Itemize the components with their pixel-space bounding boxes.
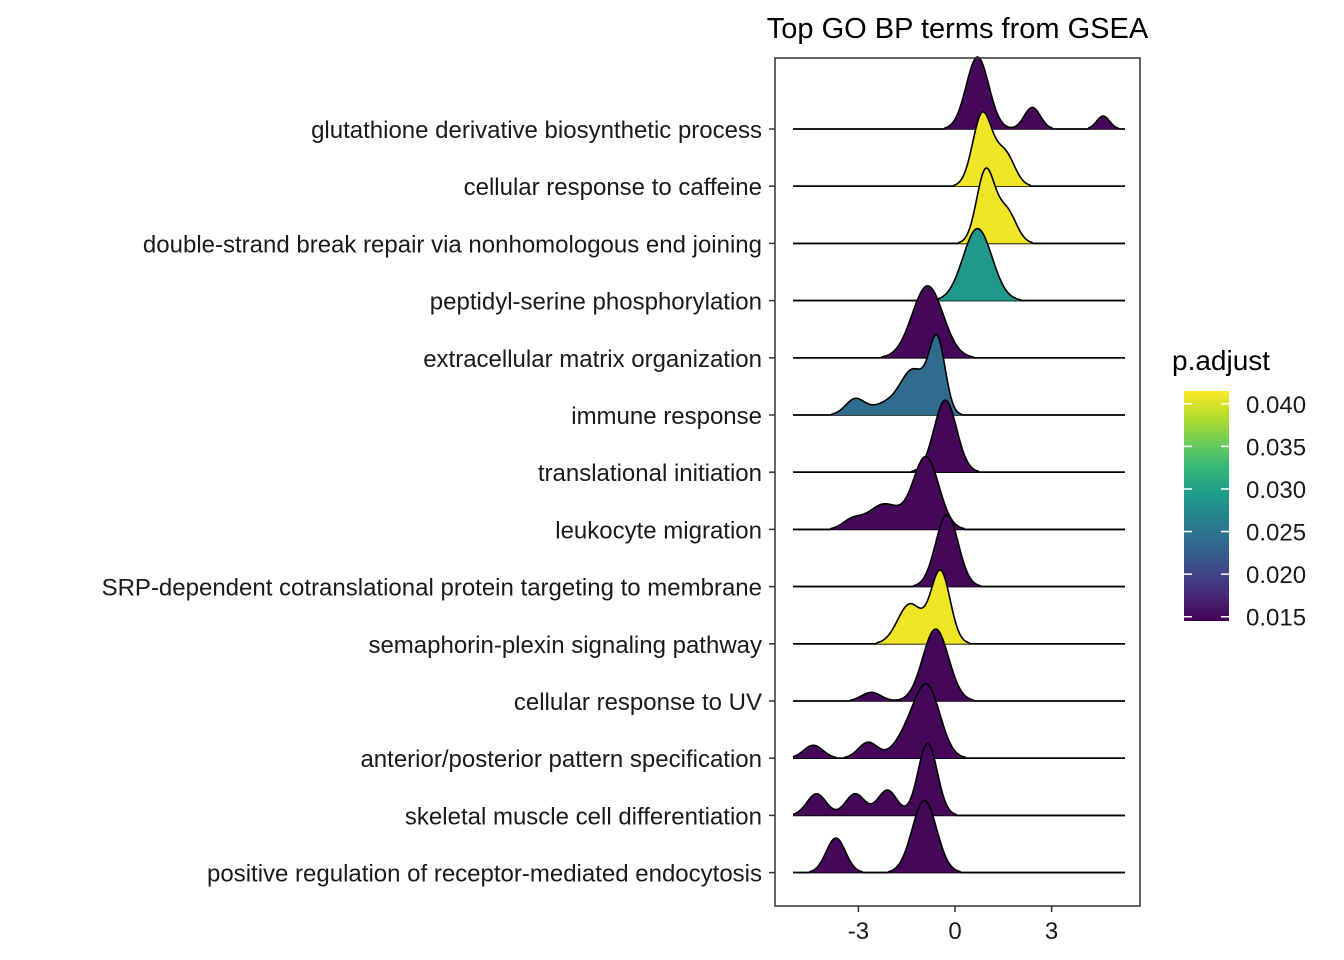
y-axis-labels: glutathione derivative biosynthetic proc… (102, 117, 775, 888)
ridge-2 (793, 167, 1125, 245)
ridge-outline (792, 742, 1125, 817)
ridge-3 (793, 227, 1125, 302)
color-legend: p.adjust 0.015 0.020 0.025 0.030 0.035 0.040 (1172, 345, 1306, 632)
y-tick-label: translational initiation (538, 460, 762, 487)
ridge-outline (793, 56, 1125, 130)
ridges-layer (792, 56, 1125, 874)
legend-title: p.adjust (1172, 345, 1270, 376)
x-tick-label: 0 (948, 918, 961, 945)
ridge-outline (793, 569, 1125, 645)
legend-tick-label: 0.025 (1246, 520, 1306, 547)
y-tick-label: cellular response to caffeine (464, 174, 762, 201)
ridge-8 (793, 513, 1125, 588)
ridge-12 (792, 742, 1125, 817)
y-tick-label: extracellular matrix organization (423, 346, 762, 373)
y-tick-label: leukocyte migration (555, 517, 762, 544)
y-tick-label: skeletal muscle cell differentiation (405, 803, 762, 830)
x-tick-label: 3 (1045, 918, 1058, 945)
y-tick-label: cellular response to UV (514, 689, 762, 716)
ridge-outline (793, 399, 1125, 473)
ridge-7 (793, 455, 1125, 531)
ridge-0 (793, 56, 1125, 130)
ridge-fill (877, 569, 969, 644)
ridge-fill (912, 400, 978, 473)
ridge-fill (810, 800, 960, 873)
ridge-6 (793, 399, 1125, 474)
ridge-outline (793, 227, 1125, 302)
legend-tick-label: 0.020 (1246, 562, 1306, 589)
ridge-9 (793, 569, 1125, 645)
y-tick-label: glutathione derivative biosynthetic proc… (311, 117, 762, 144)
ridge-fill (882, 285, 973, 358)
y-tick-label: SRP-dependent cotranslational protein ta… (102, 575, 762, 602)
ridge-fill (914, 514, 980, 587)
ridge-outline (793, 628, 1125, 702)
ridge-4 (793, 285, 1125, 359)
ridge-fill (959, 168, 1032, 244)
y-tick-label: positive regulation of receptor-mediated… (207, 861, 762, 888)
ridge-outline (793, 167, 1125, 245)
ridge-outline (793, 333, 1125, 416)
ridge-outline (793, 455, 1125, 531)
plot-panel (774, 57, 1141, 907)
y-tick-label: anterior/posterior pattern specification (360, 746, 762, 773)
ridge-1 (793, 111, 1125, 187)
y-tick-label: peptidyl-serine phosphorylation (430, 289, 762, 316)
ridge-fill (831, 456, 964, 530)
y-tick-label: semaphorin-plexin signaling pathway (368, 632, 762, 659)
legend-tick-label: 0.030 (1246, 477, 1306, 504)
ridge-fill (851, 629, 973, 701)
ridge-11 (792, 682, 1125, 760)
ridge-fill (935, 228, 1020, 301)
legend-tick-label: 0.015 (1246, 605, 1306, 632)
ridge-fill (945, 57, 1118, 130)
ridge-5 (793, 333, 1125, 416)
ridge-outline (792, 682, 1125, 759)
ridge-outline (793, 285, 1125, 359)
ridge-fill (954, 111, 1030, 187)
ridge-13 (793, 799, 1125, 874)
ridge-outline (793, 111, 1125, 187)
ridge-outline (793, 513, 1125, 588)
legend-colorbar (1184, 391, 1229, 621)
chart-title: Top GO BP terms from GSEA (767, 13, 1149, 45)
x-tick-label: -3 (848, 918, 869, 945)
y-tick-label: immune response (571, 403, 762, 430)
ridge-fill (793, 743, 956, 816)
ridge-fill (793, 683, 965, 759)
x-axis: -3 0 3 (848, 906, 1058, 945)
ridge-10 (793, 628, 1125, 702)
legend-tick-label: 0.035 (1246, 434, 1306, 461)
y-tick-label: double-strand break repair via nonhomolo… (143, 231, 762, 258)
ridge-outline (793, 799, 1125, 874)
legend-tick-label: 0.040 (1246, 392, 1306, 419)
